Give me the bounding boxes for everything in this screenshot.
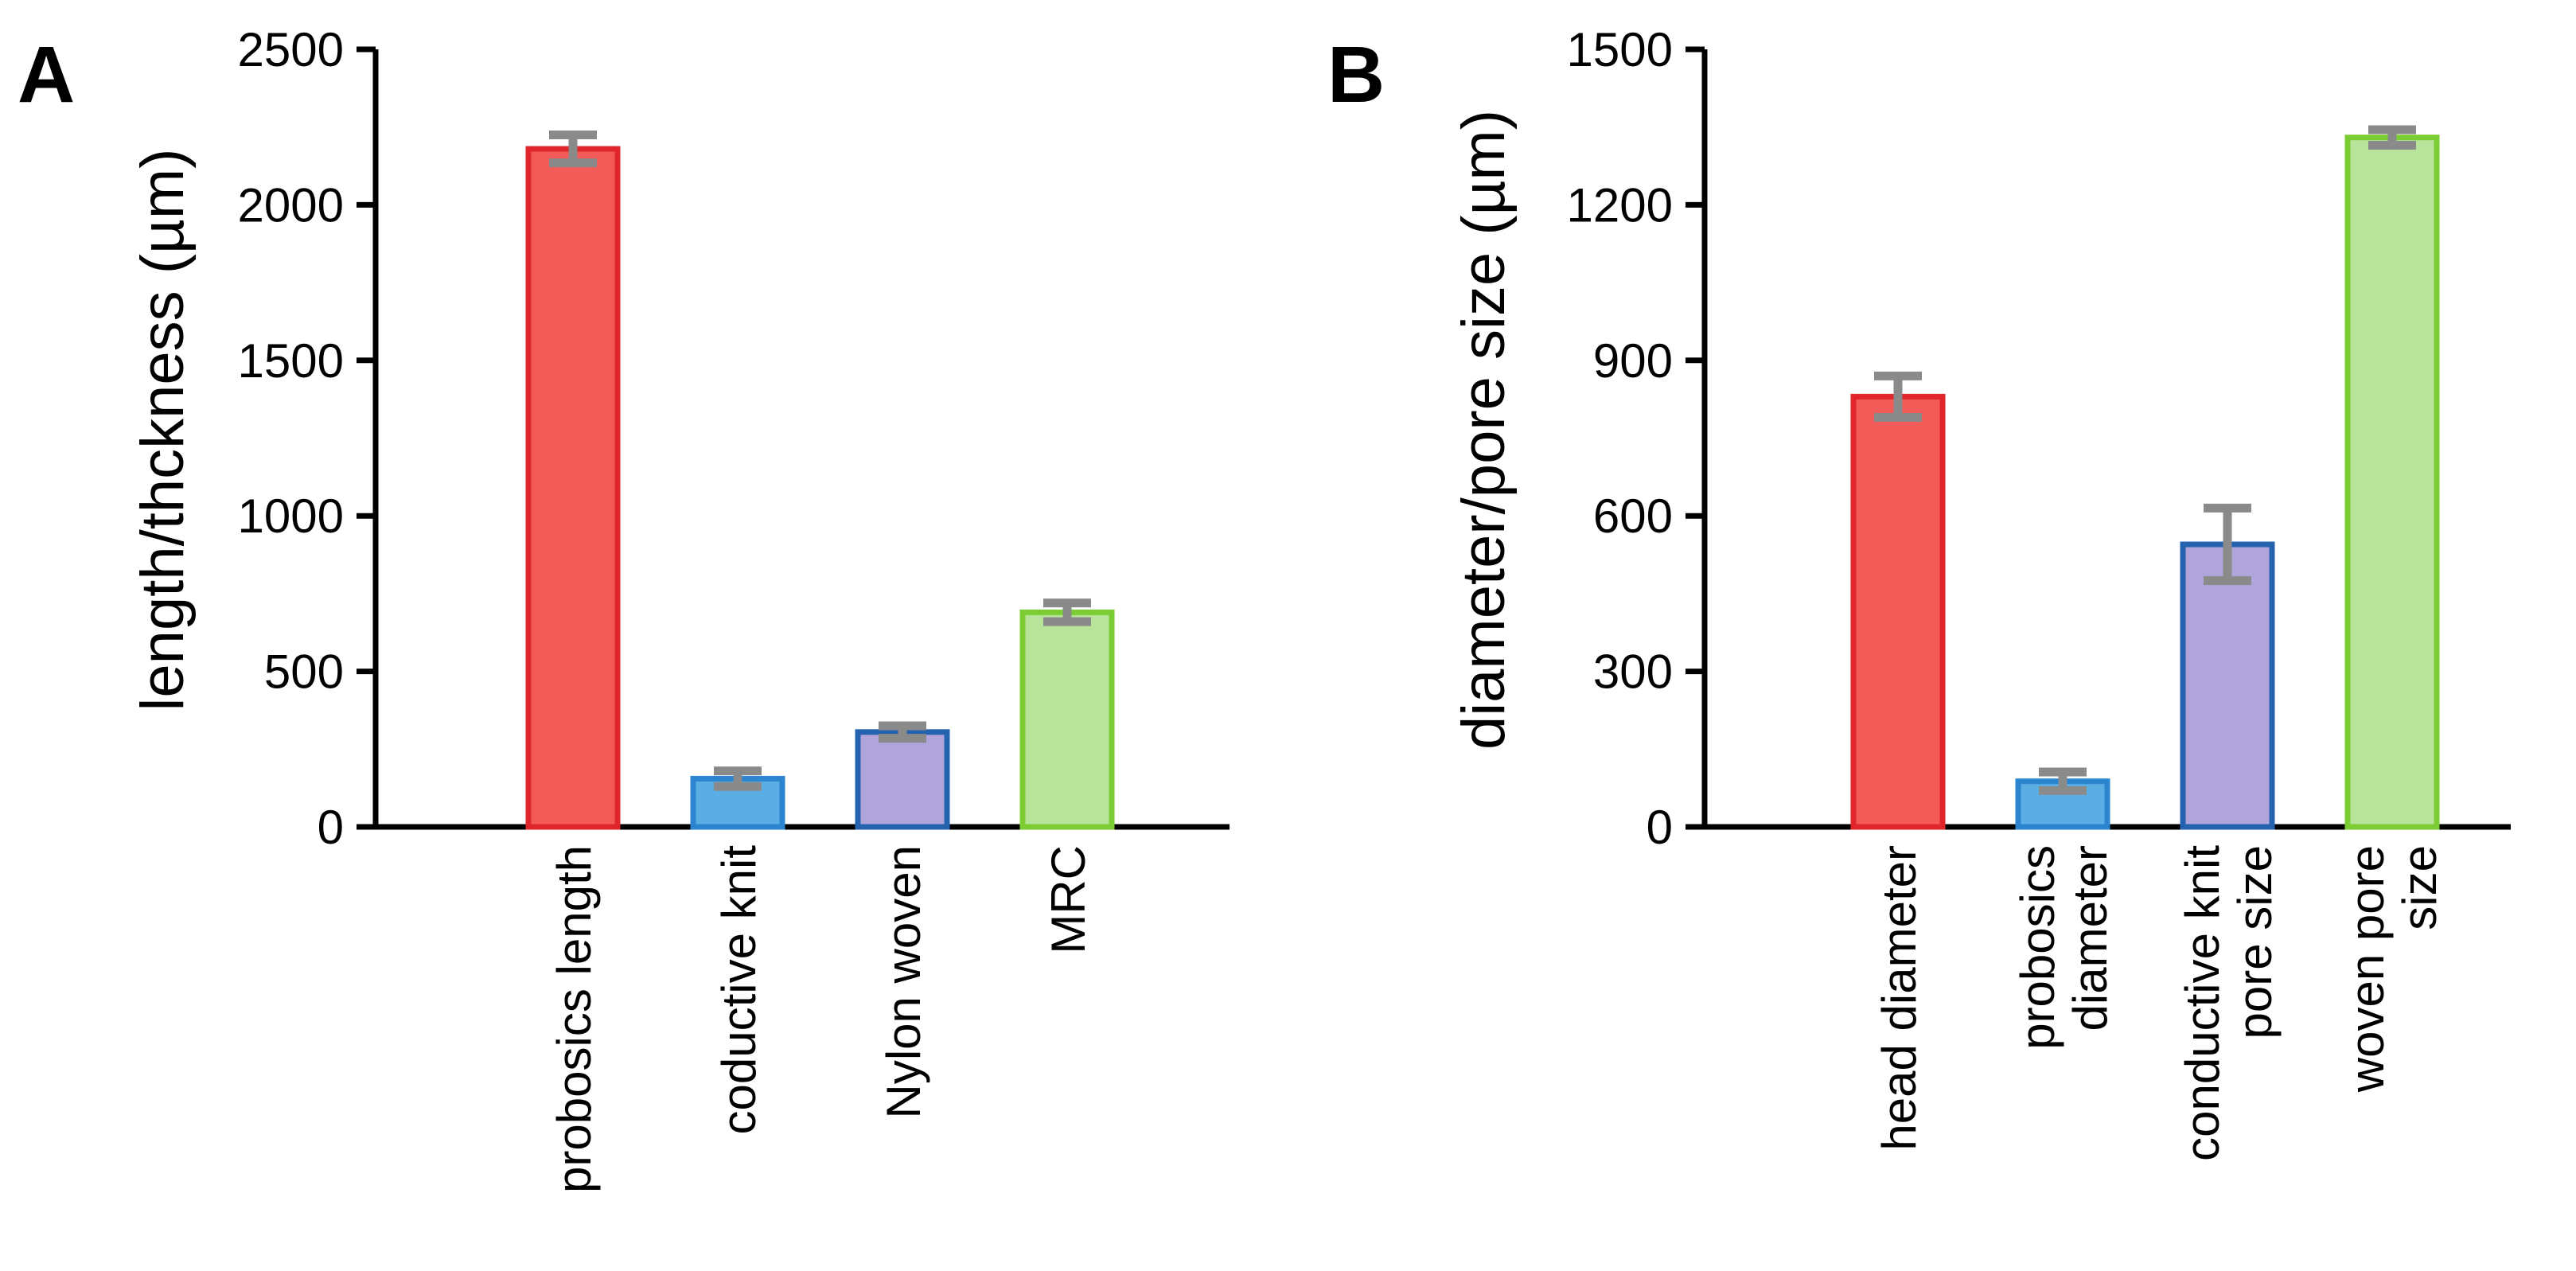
y-ticks-b: 0 300 600 900 1200 1500 <box>1567 23 1705 854</box>
panel-label-a: A <box>18 30 75 119</box>
y-tick-label-b: 0 <box>1647 801 1673 854</box>
panel-label-b: B <box>1327 30 1385 119</box>
y-axis-label-b: diameter/pore size (µm) <box>1450 110 1518 750</box>
category-label-a-2: Nylon woven <box>877 845 930 1119</box>
y-ticks-a: 0 500 1000 1500 2000 2500 <box>238 23 376 854</box>
y-tick-label-a: 500 <box>264 645 344 699</box>
bar-a-0 <box>525 146 621 830</box>
category-labels-b: head diameter probosics diameter conductive… <box>1873 845 2446 1161</box>
category-label-b-2: pore size <box>2228 845 2282 1039</box>
y-axis-label-a: length/thckness (µm) <box>129 149 197 712</box>
panel-b-chart: B diameter/pore size (µm) 0 300 600 900 1200… <box>1327 23 2511 1161</box>
category-label-b-3: size <box>2393 845 2446 930</box>
y-tick-label-a: 0 <box>318 801 344 854</box>
category-label-b-2: conductive knit <box>2176 845 2229 1161</box>
category-label-b-1: diameter <box>2064 845 2117 1031</box>
bar-b-2 <box>2180 541 2275 830</box>
bar-a-3 <box>1019 609 1115 830</box>
y-tick-label-a: 2500 <box>238 23 344 76</box>
error-bars-a <box>549 130 1091 791</box>
bar-b-0 <box>1850 393 1946 830</box>
category-label-a-3: MRC <box>1042 845 1095 954</box>
category-label-b-1: probosics <box>2011 845 2064 1050</box>
category-labels-a: probosics length coductive knit Nylon wove… <box>548 845 1095 1193</box>
bar-a-2 <box>855 729 950 830</box>
category-label-b-0: head diameter <box>1873 845 1926 1151</box>
category-label-b-3: woven pore <box>2340 845 2394 1093</box>
y-tick-label-a: 1500 <box>238 334 344 388</box>
y-tick-label-a: 1000 <box>238 489 344 543</box>
y-tick-label-b: 1500 <box>1567 23 1673 76</box>
category-label-a-1: coductive knit <box>712 845 766 1135</box>
bar-b-3 <box>2344 135 2440 830</box>
panel-a-chart: A length/thckness (µm) 0 500 1000 1500 2000 2… <box>18 23 1230 1193</box>
category-label-a-0: probosics length <box>548 845 601 1193</box>
y-tick-label-b: 600 <box>1593 489 1673 543</box>
y-tick-label-b: 900 <box>1593 334 1673 388</box>
bars-b <box>1850 135 2440 830</box>
error-bars-b <box>1874 125 2416 795</box>
y-tick-label-b: 1200 <box>1567 178 1673 232</box>
y-tick-label-b: 300 <box>1593 645 1673 699</box>
bars-a <box>525 146 1115 830</box>
y-tick-label-a: 2000 <box>238 178 344 232</box>
